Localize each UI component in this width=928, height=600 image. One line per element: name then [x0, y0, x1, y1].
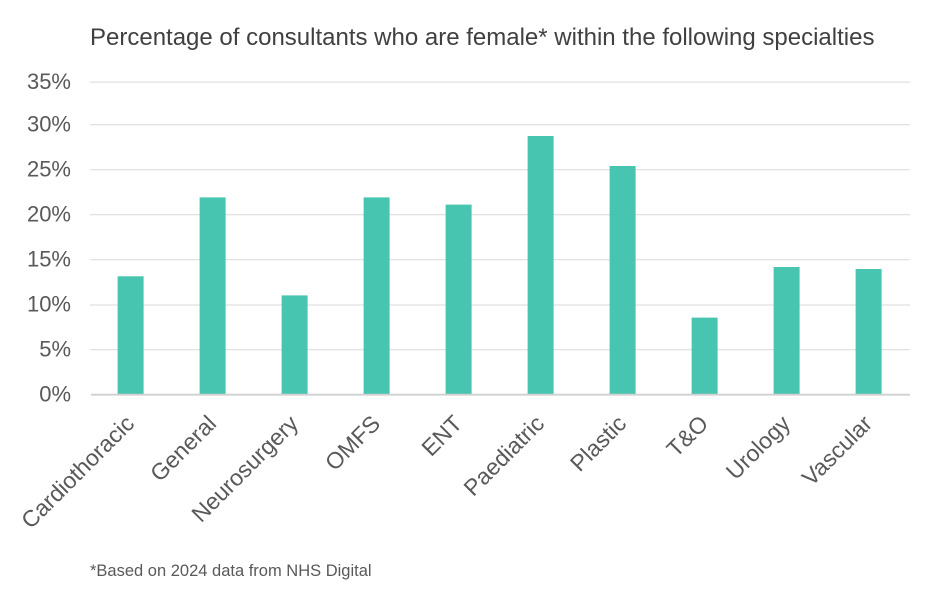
- svg-text:30%: 30%: [27, 112, 71, 137]
- svg-text:*Based on 2024 data from NHS D: *Based on 2024 data from NHS Digital: [90, 562, 372, 580]
- svg-text:25%: 25%: [27, 156, 71, 181]
- svg-text:20%: 20%: [27, 201, 71, 226]
- svg-text:Percentage of consultants who: Percentage of consultants who are female…: [90, 24, 874, 51]
- svg-text:5%: 5%: [39, 337, 71, 362]
- svg-text:15%: 15%: [27, 247, 71, 272]
- svg-text:10%: 10%: [27, 292, 71, 317]
- svg-text:35%: 35%: [27, 69, 71, 94]
- svg-text:0%: 0%: [39, 382, 71, 407]
